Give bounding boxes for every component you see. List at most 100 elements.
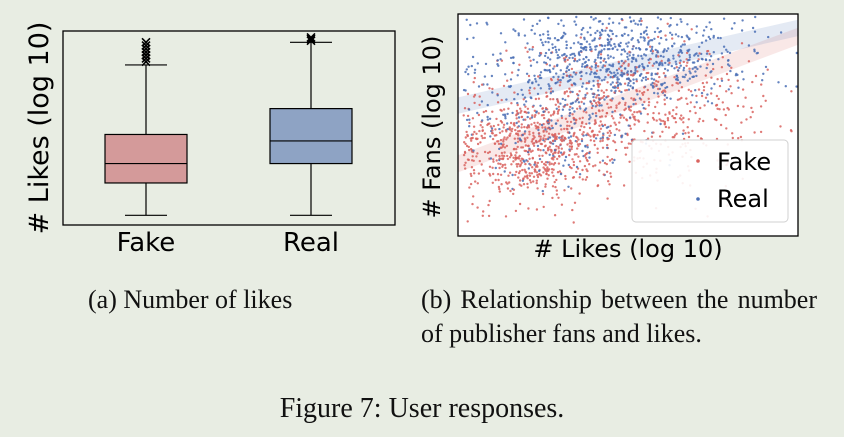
data-point-real (619, 65, 622, 69)
data-point-fake (472, 95, 476, 98)
data-point-fake (612, 139, 615, 143)
data-point-real (719, 36, 722, 40)
data-point-fake (647, 101, 651, 104)
data-point-real (605, 96, 608, 99)
data-point-fake (507, 174, 510, 177)
data-point-real (629, 79, 632, 83)
data-point-fake (760, 83, 763, 86)
data-point-fake (502, 108, 506, 111)
data-point-fake (469, 137, 472, 140)
data-point-fake (509, 128, 512, 131)
data-point-real (504, 41, 507, 44)
data-point-fake (653, 82, 656, 85)
data-point-fake (528, 172, 531, 175)
data-point-real (616, 84, 620, 88)
outlier-marker (141, 47, 151, 57)
data-point-fake (596, 151, 599, 154)
data-point-fake (532, 137, 535, 140)
data-point-fake (520, 115, 523, 119)
data-point-fake (494, 154, 498, 157)
data-point-fake (553, 136, 557, 139)
data-point-fake (671, 84, 674, 87)
data-point-real (656, 92, 659, 95)
data-point-real (484, 62, 488, 66)
data-point-real (603, 48, 606, 51)
data-point-real (592, 18, 595, 21)
data-point-fake (475, 155, 478, 158)
data-point-fake (624, 101, 627, 105)
data-point-fake (480, 134, 483, 138)
data-point-fake (585, 81, 588, 85)
data-point-real (584, 144, 587, 148)
data-point-fake (633, 110, 636, 114)
data-point-fake (534, 124, 537, 127)
data-point-real (751, 26, 755, 30)
data-point-fake (563, 189, 566, 192)
data-point-real (509, 78, 513, 81)
data-point-fake (498, 190, 501, 193)
data-point-fake (596, 83, 599, 86)
data-point-fake (504, 166, 507, 170)
x-axis-label: # Likes (log 10) (533, 235, 722, 263)
data-point-fake (555, 193, 559, 196)
data-point-real (548, 87, 551, 90)
data-point-fake (586, 159, 589, 163)
data-point-real (660, 84, 663, 87)
outlier-marker (141, 37, 151, 47)
data-point-real (537, 128, 540, 132)
data-point-fake (615, 104, 618, 107)
data-point-fake (498, 157, 501, 160)
data-point-fake (553, 214, 557, 217)
data-point-real (686, 79, 689, 82)
data-point-real (614, 45, 617, 48)
data-point-fake (715, 118, 718, 122)
data-point-real (644, 76, 648, 79)
data-point-fake (745, 118, 748, 121)
data-point-real (675, 74, 678, 78)
data-point-fake (557, 196, 560, 199)
data-point-real (659, 61, 662, 64)
data-point-real (642, 36, 645, 39)
data-point-real (588, 122, 591, 125)
data-point-real (626, 52, 629, 55)
data-point-fake (663, 98, 666, 101)
data-point-fake (527, 124, 530, 127)
data-point-fake (567, 95, 570, 98)
data-point-fake (516, 137, 520, 140)
data-point-real (564, 98, 567, 102)
data-point-fake (662, 72, 666, 75)
data-point-fake (647, 97, 650, 101)
data-point-fake (542, 205, 545, 209)
data-point-real (627, 124, 630, 127)
data-point-real (672, 57, 675, 60)
data-point-real (585, 55, 588, 59)
data-point-real (613, 133, 617, 137)
data-point-fake (555, 145, 558, 148)
legend: Fake Real (631, 139, 789, 223)
data-point-real (491, 91, 494, 94)
data-point-real (521, 133, 524, 137)
data-point-fake (531, 114, 534, 117)
data-point-real (542, 110, 545, 113)
data-point-fake (534, 97, 538, 101)
data-point-real (554, 122, 558, 125)
subfigure-caption-b: (b) Relationship between the number of p… (421, 285, 817, 348)
data-point-fake (542, 166, 545, 169)
data-point-fake (503, 136, 506, 139)
data-point-real (574, 23, 578, 26)
data-point-fake (544, 183, 547, 186)
data-point-fake (563, 136, 567, 140)
data-point-fake (678, 98, 681, 101)
data-point-fake (680, 118, 683, 121)
data-point-fake (517, 120, 520, 123)
data-point-real (549, 58, 552, 61)
data-point-fake (503, 163, 507, 166)
data-point-fake (541, 126, 544, 129)
data-point-fake (672, 136, 676, 139)
data-point-real (595, 76, 599, 79)
data-point-fake (570, 67, 574, 71)
data-point-real (601, 22, 604, 26)
data-point-fake (575, 135, 578, 139)
data-point-fake (500, 157, 503, 160)
data-point-real (611, 32, 614, 36)
